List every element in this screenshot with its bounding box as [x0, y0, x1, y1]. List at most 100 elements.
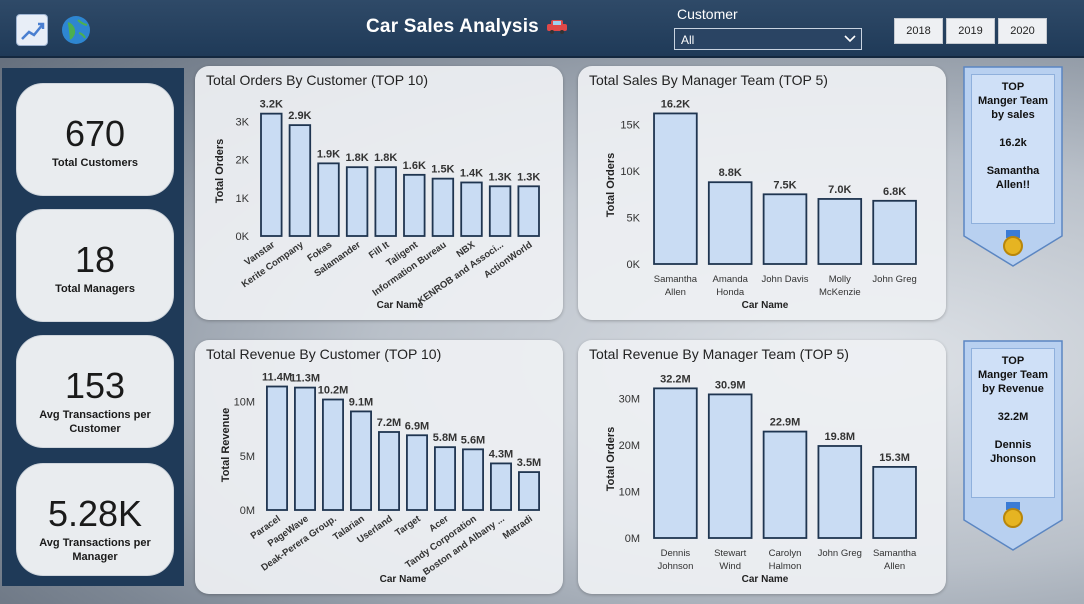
chevron-down-icon [843, 31, 857, 45]
year-button-2020[interactable]: 2020 [998, 18, 1047, 44]
data-label: 7.2M [377, 417, 401, 429]
data-label: 1.3K [488, 171, 511, 183]
bar [762, 430, 808, 539]
x-tick-label: Samantha [873, 548, 917, 559]
badge-name: Samantha [986, 165, 1040, 177]
bar [653, 112, 698, 265]
badge-value: 16.2k [999, 137, 1027, 149]
line-chart-icon [16, 14, 48, 46]
bar [817, 445, 863, 539]
bar [707, 393, 753, 539]
badge-name: Dennis [994, 439, 1032, 451]
bar [460, 181, 483, 237]
data-label: 7.5K [773, 179, 796, 191]
y-axis-label: Total Orders [214, 139, 226, 204]
bar [403, 173, 426, 237]
y-tick-label: 20M [619, 440, 640, 452]
chart-title: Total Revenue By Manager Team (TOP 5) [589, 346, 849, 362]
data-label: 6.8K [883, 186, 906, 198]
x-tick-label: Allen [665, 287, 686, 298]
data-label: 15.3M [879, 452, 910, 464]
data-label: 5.8M [433, 432, 457, 444]
x-tick-label: John Greg [818, 548, 862, 559]
customer-filter-label: Customer [677, 6, 738, 22]
gold-medal-icon [1003, 236, 1023, 256]
x-tick-label: Halmon [769, 561, 802, 572]
x-tick-label: Matradi [501, 513, 535, 541]
y-tick-label: 0M [625, 533, 640, 545]
bar [260, 112, 283, 237]
data-label: 32.2M [660, 373, 691, 385]
x-tick-label: John Greg [872, 274, 916, 285]
year-button-2019[interactable]: 2019 [946, 18, 995, 44]
x-tick-label: Samantha [654, 274, 698, 285]
data-label: 1.6K [403, 160, 426, 172]
y-tick-label: 30M [619, 394, 640, 406]
data-label: 19.8M [825, 431, 856, 443]
medal-ribbon-icon [1006, 230, 1020, 238]
customer-filter-dropdown[interactable]: All [674, 28, 862, 50]
kpi-card-total-managers: 18 Total Managers [17, 210, 173, 321]
y-tick-label: 5K [627, 213, 641, 225]
kpi-label: Avg Transactions per Manager [39, 537, 151, 563]
bar [872, 466, 917, 539]
top-manager-revenue-badge: TOP Manger Team by Revenue 32.2M Dennis … [963, 340, 1063, 552]
kpi-card-avg-transactions-manager: 5.28K Avg Transactions per Manager [17, 464, 173, 575]
data-label: 6.9M [405, 420, 429, 432]
data-label: 1.4K [460, 167, 483, 179]
bar [374, 166, 397, 237]
bar [378, 431, 400, 511]
kpi-label: Total Managers [55, 283, 135, 295]
bar [488, 185, 512, 237]
y-axis-label: Total Revenue [220, 408, 232, 482]
data-label: 1.9K [317, 148, 340, 160]
data-label: 7.0K [828, 184, 851, 196]
y-tick-label: 10M [234, 397, 255, 409]
x-tick-label: McKenzie [819, 287, 861, 298]
y-axis-label: Total Orders [605, 153, 617, 218]
kpi-label: Avg Transactions per Customer [39, 409, 151, 435]
y-tick-label: 0K [236, 231, 250, 243]
year-button-2018[interactable]: 2018 [894, 18, 943, 44]
x-tick-label: Allen [884, 561, 905, 572]
x-tick-label: John Davis [762, 274, 809, 285]
data-label: 1.3K [517, 171, 540, 183]
bar [322, 398, 344, 511]
y-tick-label: 1K [236, 193, 250, 205]
y-axis-label: Total Orders [605, 427, 617, 492]
chart-card-orders-by-customer: Total Orders By Customer (TOP 10) 0K 1K 2K… [195, 66, 563, 320]
bar [431, 177, 455, 237]
x-tick-label: Stewart [714, 548, 747, 559]
bar [345, 166, 369, 237]
y-tick-label: 10M [619, 487, 640, 499]
data-label: 10.2M [318, 385, 349, 397]
page-title: Car Sales Analysis [366, 16, 539, 37]
car-icon [546, 18, 568, 34]
chart-card-revenue-by-customer: Total Revenue By Customer (TOP 10) 0M 5M 1… [195, 340, 563, 594]
bar [762, 193, 808, 265]
data-label: 3.2K [260, 99, 283, 111]
chart-title: Total Orders By Customer (TOP 10) [206, 72, 428, 88]
chart-title: Total Revenue By Customer (TOP 10) [206, 346, 442, 362]
bar [872, 199, 917, 265]
x-tick-label: Amanda [713, 274, 749, 285]
bar [462, 448, 484, 511]
data-label: 11.3M [290, 373, 320, 385]
kpi-panel: 670 Total Customers 18 Total Managers 15… [2, 68, 184, 586]
chart-card-revenue-by-manager: Total Revenue By Manager Team (TOP 5) 0M… [578, 340, 946, 594]
chart-card-sales-by-manager: Total Sales By Manager Team (TOP 5) 0K 5K… [578, 66, 946, 320]
data-label: 11.4M [262, 372, 292, 384]
kpi-card-total-customers: 670 Total Customers [17, 84, 173, 195]
bar [288, 124, 312, 237]
badge-line: by Revenue [982, 383, 1044, 395]
x-tick-label: Target [393, 513, 423, 539]
bar [653, 387, 698, 539]
data-label: 30.9M [715, 379, 746, 391]
x-axis-label: Car Name [380, 574, 427, 585]
kpi-value: 153 [64, 365, 126, 406]
data-label: 2.9K [288, 110, 311, 122]
x-axis-label: Car Name [742, 300, 789, 311]
bar-chart: 0K 5K 10K 15K Total Orders 16.2K Samantha Allen… [605, 98, 917, 311]
kpi-value: 5.28K [47, 493, 143, 534]
